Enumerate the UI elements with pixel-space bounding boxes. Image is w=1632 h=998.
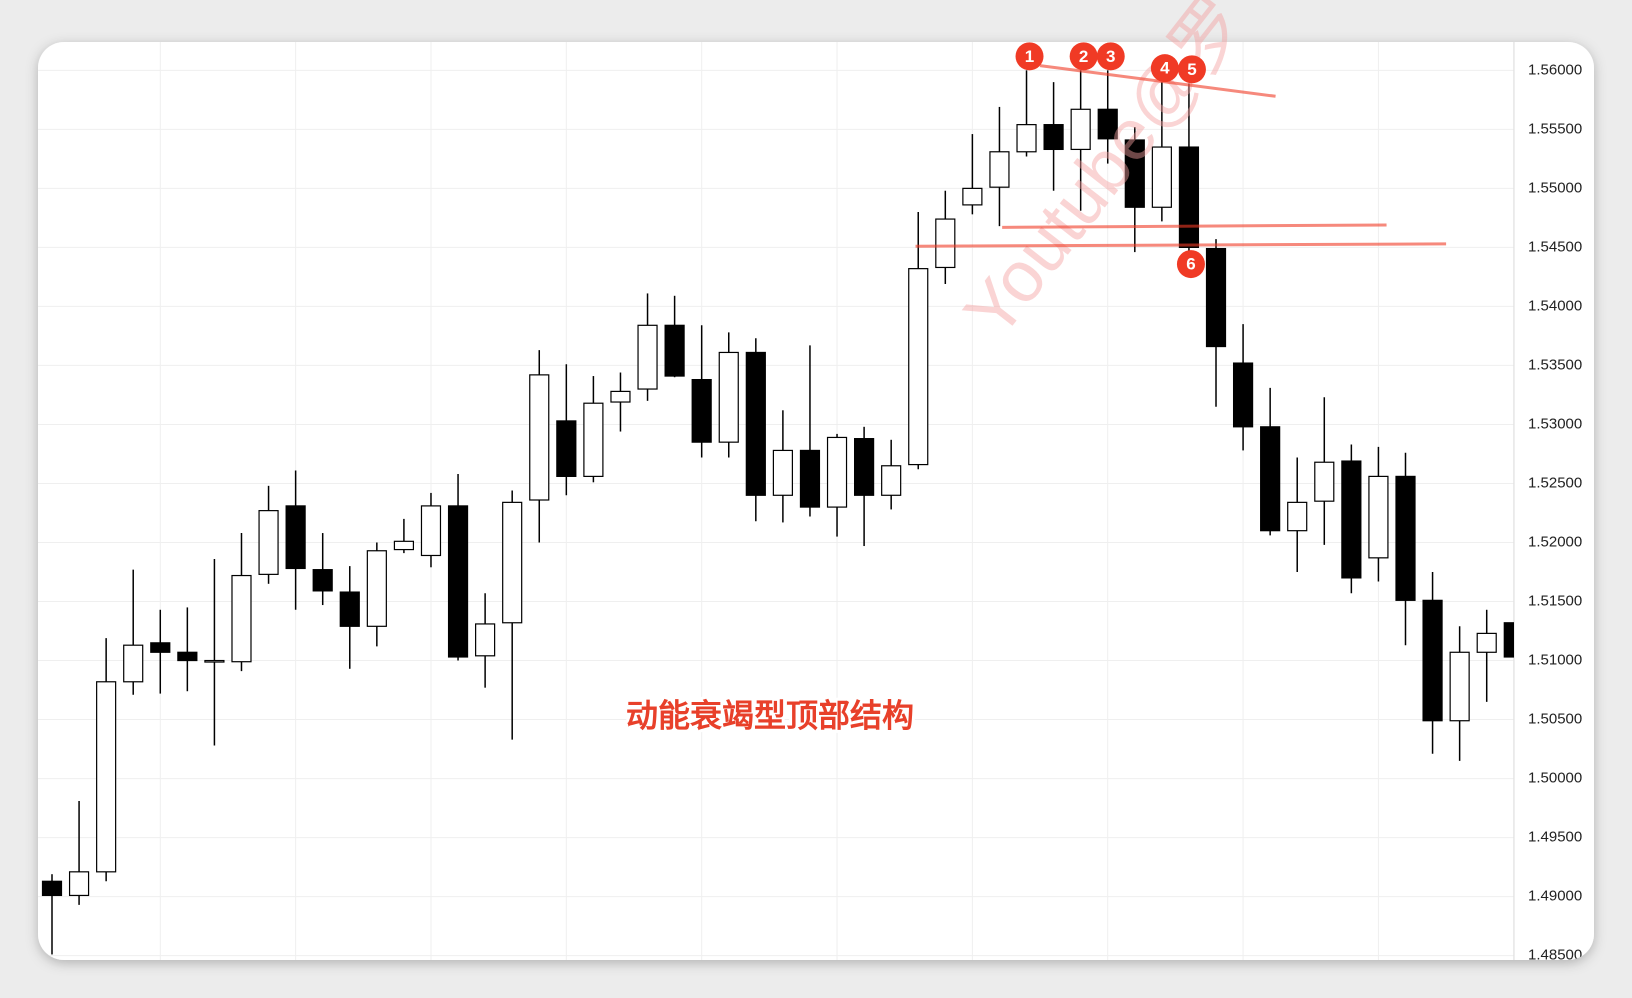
candle-body: [1043, 124, 1064, 151]
candle-body: [799, 449, 821, 508]
grid: [38, 42, 1515, 960]
candle-body: [691, 378, 712, 443]
candle-body: [556, 420, 577, 477]
candle-body: [1314, 461, 1335, 502]
candle-body: [1341, 460, 1362, 579]
marker-label: 2: [1079, 47, 1088, 66]
candle-body: [1260, 426, 1281, 532]
y-tick-label: 1.50000: [1528, 770, 1582, 787]
marker-label: 3: [1106, 47, 1115, 66]
candle-body: [1016, 124, 1037, 153]
candle-body: [366, 550, 387, 627]
candle-body: [447, 505, 469, 658]
y-tick-label: 1.51000: [1528, 652, 1582, 669]
candle-body: [664, 324, 685, 377]
candle-body: [1449, 651, 1470, 722]
candle-body: [772, 449, 793, 496]
chart-title: 动能衰竭型顶部结构: [626, 697, 914, 733]
candle-body: [1287, 501, 1308, 532]
candle-body: [41, 880, 63, 897]
y-tick-label: 1.53500: [1528, 356, 1582, 373]
candle-body: [1097, 108, 1118, 140]
candle-body: [96, 681, 117, 873]
candle-body: [475, 623, 496, 657]
candle-body: [393, 540, 415, 551]
y-tick-label: 1.54500: [1528, 238, 1582, 255]
marker: [1069, 42, 1098, 71]
trend-line: [915, 242, 1447, 248]
y-tick-label: 1.51500: [1528, 592, 1582, 609]
candle-body: [1395, 475, 1416, 601]
candle-body: [1151, 146, 1172, 208]
candle-body: [1476, 632, 1497, 653]
candle-body: [204, 659, 225, 663]
candle-body: [1124, 139, 1145, 208]
candle-body: [583, 402, 604, 477]
candle-body: [177, 651, 198, 662]
candle-body: [881, 465, 902, 496]
marker-label: 6: [1186, 255, 1195, 274]
candle-body: [1422, 599, 1443, 722]
y-tick-label: 1.49000: [1528, 888, 1582, 905]
candle-body: [123, 644, 144, 683]
candle-body: [150, 642, 171, 653]
candle-body: [258, 510, 279, 575]
candle-body: [68, 871, 90, 897]
candle-body: [826, 436, 848, 508]
y-tick-label: 1.56000: [1528, 61, 1582, 78]
marker: [1177, 55, 1206, 84]
y-tick-label: 1.52500: [1528, 474, 1582, 491]
y-tick-label: 1.54000: [1528, 297, 1582, 314]
y-tick-label: 1.48500: [1528, 947, 1582, 964]
trend-line: [1039, 64, 1276, 98]
candle-body: [718, 351, 739, 443]
y-tick-label: 1.49500: [1528, 829, 1582, 846]
candle-body: [1368, 475, 1389, 559]
candle-body: [908, 268, 929, 466]
marker-label: 4: [1160, 59, 1170, 78]
candle-body: [853, 438, 875, 496]
candle-body: [502, 501, 523, 624]
candle-body: [339, 591, 360, 627]
marker: [1015, 42, 1044, 71]
marker: [1176, 250, 1205, 279]
candle-body: [1503, 622, 1514, 658]
candle-body: [637, 324, 658, 390]
y-tick-label: 1.50500: [1528, 711, 1582, 728]
marker: [1150, 54, 1179, 83]
candle-body: [989, 151, 1010, 188]
candle-body: [231, 574, 252, 663]
marker: [1096, 42, 1125, 71]
y-tick-label: 1.55000: [1528, 179, 1582, 196]
candle-body: [285, 505, 306, 570]
candle-body: [962, 187, 983, 206]
candle-body: [1178, 146, 1200, 248]
marker-label: 1: [1025, 47, 1034, 66]
candle-body: [1232, 362, 1254, 428]
y-tick-label: 1.52000: [1528, 533, 1582, 550]
marker-label: 5: [1187, 60, 1196, 79]
candle-body: [420, 505, 442, 557]
y-axis: 1.56000 1.55500 1.55000 1.54500 1.54000 1.535…: [1528, 61, 1582, 964]
candle-body: [745, 351, 766, 496]
candle-body: [610, 390, 631, 403]
candle-body: [1070, 108, 1091, 151]
y-tick-label: 1.55500: [1528, 120, 1582, 137]
y-tick-label: 1.53000: [1528, 415, 1582, 432]
candle-body: [312, 569, 333, 592]
candle-body: [1205, 247, 1227, 348]
annotations: 1 2 3 4 5 6: [915, 42, 1447, 279]
candle-body: [529, 374, 550, 501]
candle-body: [935, 218, 956, 269]
candles: [41, 70, 1514, 955]
trend-line: [1002, 223, 1387, 229]
